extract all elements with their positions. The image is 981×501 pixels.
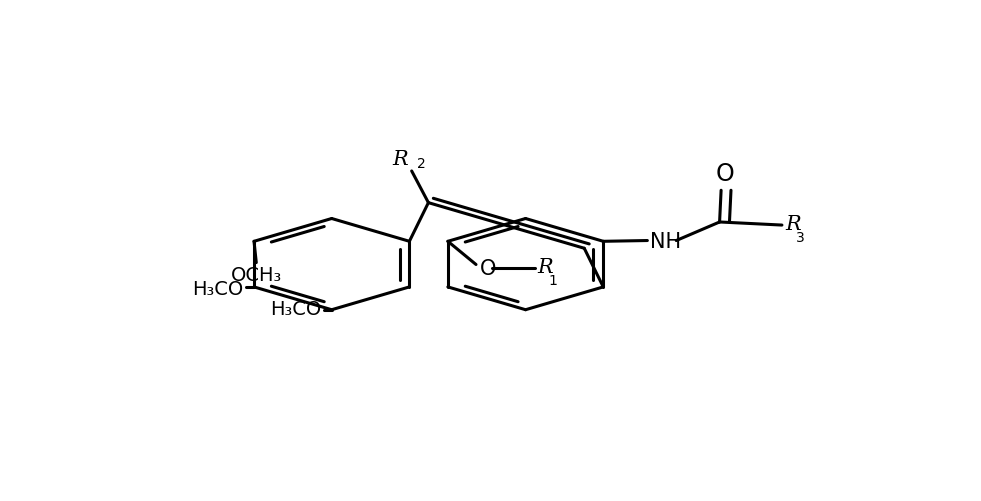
Text: R: R	[392, 150, 408, 168]
Text: O: O	[480, 258, 496, 278]
Text: OCH₃: OCH₃	[231, 266, 282, 285]
Text: 1: 1	[548, 273, 557, 287]
Text: R: R	[786, 214, 801, 233]
Text: H₃CO: H₃CO	[270, 300, 321, 319]
Text: R: R	[538, 257, 553, 276]
Text: H₃CO: H₃CO	[192, 279, 243, 298]
Text: 2: 2	[417, 156, 426, 170]
Text: 3: 3	[797, 231, 805, 245]
Text: O: O	[715, 162, 735, 186]
Text: NH: NH	[650, 231, 682, 251]
